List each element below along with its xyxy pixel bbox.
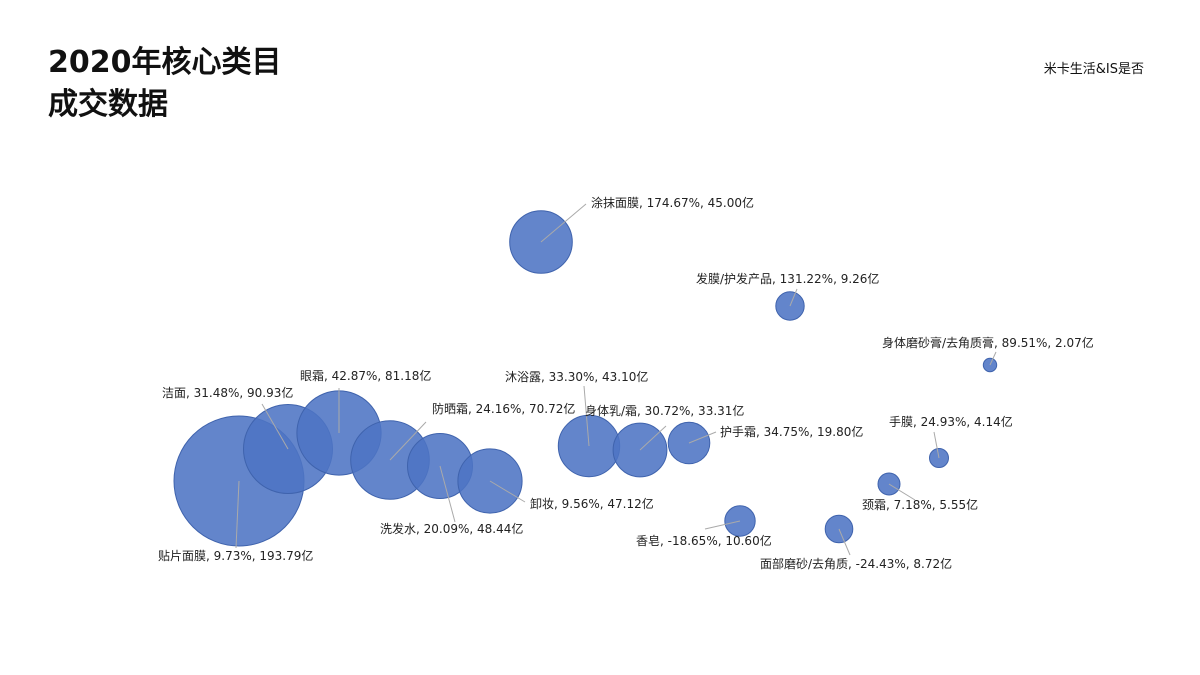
- data-label-香皂: 香皂, -18.65%, 10.60亿: [636, 533, 772, 548]
- title-line-2: 成交数据: [48, 87, 168, 122]
- leader-line-身体磨砂膏/去角质膏: [989, 351, 997, 366]
- leader-line-洁面: [261, 403, 289, 450]
- data-label-贴片面膜: 贴片面膜, 9.73%, 193.79亿: [158, 548, 313, 563]
- data-label-面部磨砂/去角质: 面部磨砂/去角质, -24.43%, 8.72亿: [760, 556, 952, 571]
- data-label-手膜: 手膜, 24.93%, 4.14亿: [889, 414, 1013, 429]
- leader-line-发膜/护发产品: [789, 288, 798, 307]
- data-label-护手霜: 护手霜, 34.75%, 19.80亿: [720, 424, 863, 439]
- page-title: 2020年核心类目 成交数据: [48, 42, 282, 126]
- leader-line-护手霜: [688, 431, 717, 444]
- data-label-颈霜: 颈霜, 7.18%, 5.55亿: [862, 497, 978, 512]
- leader-line-面部磨砂/去角质: [838, 528, 851, 556]
- brand-label: 米卡生活&IS是否: [1043, 62, 1144, 77]
- title-line-1: 2020年核心类目: [48, 45, 282, 80]
- data-label-涂抹面膜: 涂抹面膜, 174.67%, 45.00亿: [591, 195, 754, 210]
- data-label-身体乳/霜: 身体乳/霜, 30.72%, 33.31亿: [585, 403, 744, 418]
- data-label-发膜/护发产品: 发膜/护发产品, 131.22%, 9.26亿: [696, 271, 879, 286]
- leader-line-身体乳/霜: [639, 425, 667, 451]
- data-label-沐浴露: 沐浴露, 33.30%, 43.10亿: [505, 369, 648, 384]
- leader-line-香皂: [704, 520, 741, 530]
- leader-line-颈霜: [888, 483, 916, 501]
- leader-line-涂抹面膜: [540, 203, 587, 243]
- data-label-卸妆: 卸妆, 9.56%, 47.12亿: [530, 496, 654, 511]
- data-label-洗发水: 洗发水, 20.09%, 48.44亿: [380, 521, 523, 536]
- data-label-洁面: 洁面, 31.48%, 90.93亿: [162, 385, 293, 400]
- data-label-眼霜: 眼霜, 42.87%, 81.18亿: [300, 368, 431, 383]
- data-label-防晒霜: 防晒霜, 24.16%, 70.72亿: [432, 401, 575, 416]
- leader-line-手膜: [933, 431, 940, 459]
- leader-line-洗发水: [439, 465, 456, 523]
- leader-line-贴片面膜: [235, 480, 240, 549]
- leader-line-防晒霜: [389, 421, 427, 461]
- leader-line-沐浴露: [583, 385, 590, 447]
- data-label-身体磨砂膏/去角质膏: 身体磨砂膏/去角质膏, 89.51%, 2.07亿: [882, 335, 1094, 350]
- leader-line-卸妆: [489, 480, 526, 503]
